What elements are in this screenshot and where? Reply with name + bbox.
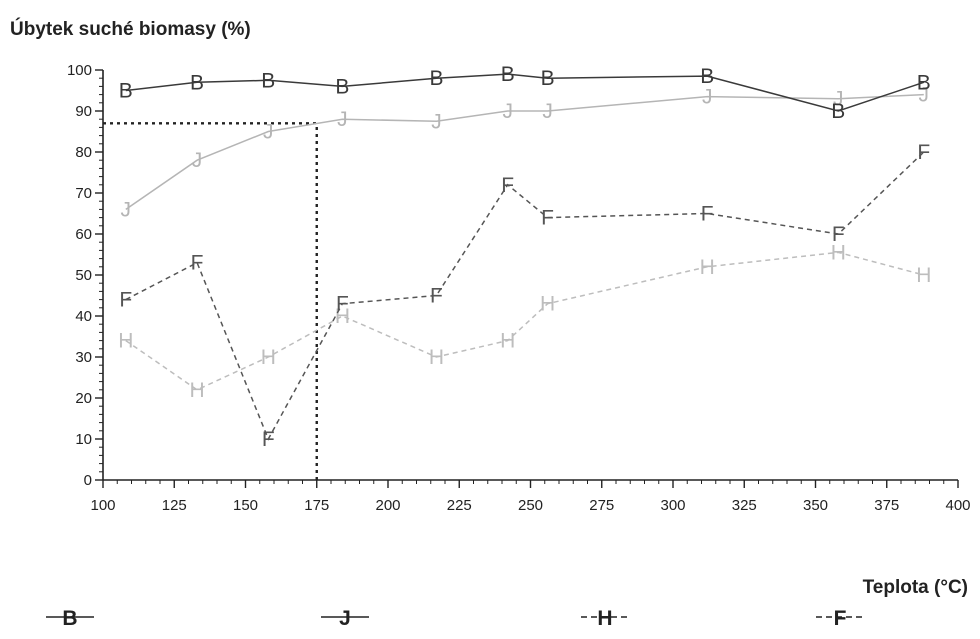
data-point-j: J xyxy=(337,108,348,131)
series-line-f xyxy=(125,151,925,441)
x-tick-label: 350 xyxy=(803,497,828,514)
data-point-f: F xyxy=(501,174,514,197)
y-tick-label: 70 xyxy=(75,185,92,202)
data-point-f: F xyxy=(832,223,845,246)
series-line-b xyxy=(125,73,925,112)
y-axis-title: Úbytek suché biomasy (%) xyxy=(10,18,251,40)
x-tick-label: 400 xyxy=(945,497,970,514)
data-point-b: B xyxy=(261,69,275,92)
data-point-f: F xyxy=(262,428,275,451)
data-point-b: B xyxy=(541,67,555,90)
data-point-f: F xyxy=(541,207,554,230)
legend-label-j: J xyxy=(339,607,351,630)
data-point-j: J xyxy=(833,88,844,111)
data-point-b: B xyxy=(501,63,515,86)
data-point-h: H xyxy=(429,346,444,369)
data-point-b: B xyxy=(335,75,349,98)
y-tick-label: 50 xyxy=(75,267,92,284)
data-point-f: F xyxy=(430,285,443,308)
data-point-j: J xyxy=(192,149,203,172)
series-line-h xyxy=(125,251,924,391)
data-point-h: H xyxy=(831,241,846,264)
y-tick-label: 10 xyxy=(75,431,92,448)
data-point-h: H xyxy=(189,379,204,402)
data-point-h: H xyxy=(540,293,555,316)
data-point-j: J xyxy=(702,86,713,109)
x-tick-label: 150 xyxy=(233,497,258,514)
x-tick-label: 325 xyxy=(732,497,757,514)
x-tick-label: 250 xyxy=(518,497,543,514)
y-tick-label: 60 xyxy=(75,226,92,243)
x-tick-label: 200 xyxy=(375,497,400,514)
y-tick-label: 100 xyxy=(67,62,92,79)
x-tick-label: 225 xyxy=(447,497,472,514)
x-tick-label: 275 xyxy=(589,497,614,514)
data-point-h: H xyxy=(261,346,276,369)
y-tick-label: 90 xyxy=(75,103,92,120)
legend-label-b: B xyxy=(62,607,77,630)
y-tick-label: 20 xyxy=(75,390,92,407)
y-tick-label: 80 xyxy=(75,144,92,161)
data-point-f: F xyxy=(917,141,930,164)
data-point-j: J xyxy=(542,100,553,123)
data-point-h: H xyxy=(118,330,133,353)
data-point-f: F xyxy=(119,289,132,312)
x-tick-label: 100 xyxy=(90,497,115,514)
data-point-j: J xyxy=(263,121,274,144)
x-tick-label: 300 xyxy=(660,497,685,514)
data-point-b: B xyxy=(429,67,443,90)
data-point-j: J xyxy=(121,198,132,221)
y-tick-label: 0 xyxy=(84,472,92,489)
data-point-b: B xyxy=(831,100,845,123)
data-point-h: H xyxy=(500,330,515,353)
data-point-b: B xyxy=(700,65,714,88)
x-tick-label: 375 xyxy=(874,497,899,514)
legend-label-f: F xyxy=(834,607,847,630)
y-tick-label: 40 xyxy=(75,308,92,325)
data-point-b: B xyxy=(190,71,204,94)
data-point-h: H xyxy=(700,256,715,279)
data-point-b: B xyxy=(119,80,133,103)
data-point-j: J xyxy=(431,110,442,133)
data-point-b: B xyxy=(917,71,931,94)
data-point-j: J xyxy=(502,100,513,123)
x-tick-label: 175 xyxy=(304,497,329,514)
data-point-f: F xyxy=(701,203,714,226)
legend-label-h: H xyxy=(597,607,612,630)
data-point-j: J xyxy=(919,84,930,107)
series-line-j xyxy=(125,93,924,211)
data-point-f: F xyxy=(336,293,349,316)
x-tick-label: 125 xyxy=(162,497,187,514)
y-tick-label: 30 xyxy=(75,349,92,366)
data-point-h: H xyxy=(916,264,931,287)
x-axis-title: Teplota (°C) xyxy=(863,577,968,598)
plot-area: 0 10 20 30 40 50 60 70 80 90 100 100 125 150 175 200 225… xyxy=(67,62,971,514)
data-point-f: F xyxy=(191,252,204,275)
